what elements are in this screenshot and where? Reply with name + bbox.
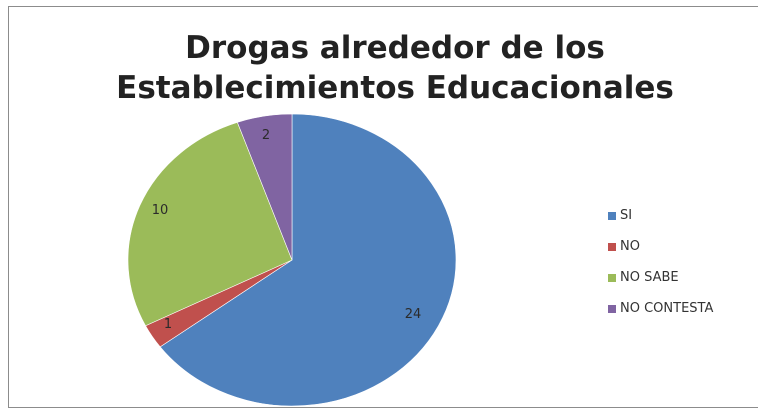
pie-slice-si xyxy=(159,113,457,407)
legend-swatch-si xyxy=(608,211,616,220)
legend-item-no-sabe: NO SABE xyxy=(608,262,713,293)
data-label-no-contesta: 2 xyxy=(262,128,270,143)
legend-label-no-contesta: NO CONTESTA xyxy=(620,301,714,316)
legend-item-no: NO xyxy=(608,231,713,262)
legend-swatch-no xyxy=(608,242,616,251)
legend-label-no: NO xyxy=(620,239,640,254)
chart-legend: SI NO NO SABE NO CONTESTA xyxy=(608,200,713,324)
legend-swatch-no-contesta xyxy=(608,304,616,313)
data-label-si: 24 xyxy=(405,307,422,322)
data-label-no-sabe: 10 xyxy=(152,203,169,218)
legend-label-no-sabe: NO SABE xyxy=(620,270,679,285)
data-label-no: 1 xyxy=(164,317,172,332)
legend-label-si: SI xyxy=(620,208,633,223)
chart-title-line-2: Establecimientos Educacionales xyxy=(116,70,674,106)
pie-slice-no-contesta xyxy=(236,113,293,261)
legend-item-si: SI xyxy=(608,200,713,231)
legend-item-no-contesta: NO CONTESTA xyxy=(608,293,713,324)
legend-swatch-no-sabe xyxy=(608,273,616,282)
chart-title: Drogas alrededor de los Establecimientos… xyxy=(0,28,762,108)
chart-title-line-1: Drogas alrededor de los xyxy=(185,30,605,66)
pie-slice-no-sabe xyxy=(127,121,293,327)
